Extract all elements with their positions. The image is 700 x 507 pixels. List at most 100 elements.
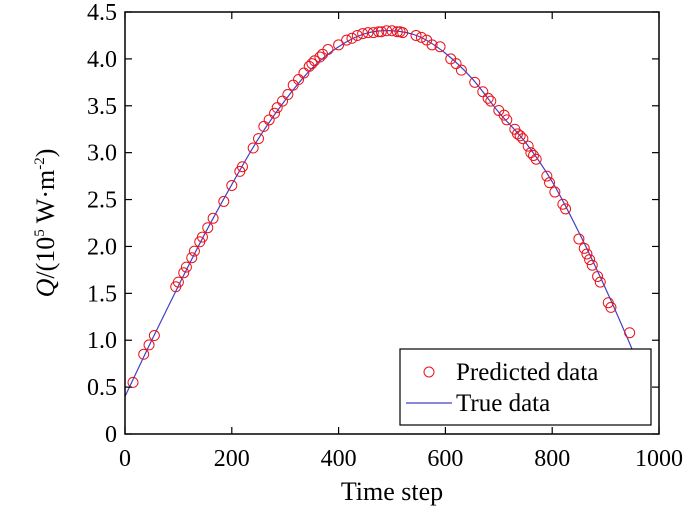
y-tick-label: 3.0 (87, 141, 117, 167)
x-tick-label: 200 (214, 446, 250, 472)
predicted-point (269, 107, 281, 119)
y-axis-prefix: /(10 (31, 237, 60, 279)
predicted-point (375, 26, 387, 38)
predicted-point (391, 26, 403, 38)
predicted-point (528, 149, 540, 161)
predicted-point (469, 76, 481, 88)
predicted-point (277, 95, 289, 107)
predicted-point (544, 177, 556, 189)
x-tick-labels: 0 200 400 600 800 1000 (119, 446, 683, 472)
y-tick-label: 1.0 (87, 328, 117, 354)
predicted-point (143, 339, 155, 351)
predicted-point (397, 27, 409, 39)
x-tick-label: 400 (321, 446, 357, 472)
y-tick-label: 0 (105, 422, 117, 448)
predicted-point (271, 102, 283, 114)
predicted-point (188, 245, 200, 257)
predicted-point (410, 29, 422, 41)
predicted-point (573, 233, 585, 245)
predicted-point (482, 92, 494, 104)
predicted-point (178, 267, 190, 279)
y-axis-var: Q (31, 278, 60, 297)
predicted-point (501, 114, 513, 126)
predicted-point (373, 26, 385, 38)
predicted-point (592, 270, 604, 282)
predicted-point (434, 41, 446, 53)
x-tick-label: 1000 (635, 446, 683, 472)
predicted-point (525, 147, 537, 159)
predicted-point (236, 161, 248, 173)
y-tick-label: 2.0 (87, 234, 117, 260)
legend-label-true: True data (456, 390, 550, 417)
predicted-point (477, 86, 489, 98)
predicted-point (306, 58, 318, 70)
predicted-point (322, 44, 334, 56)
predicted-point (196, 231, 208, 243)
predicted-point (485, 95, 497, 107)
legend-marker-predicted (423, 366, 435, 378)
predicted-point (624, 327, 636, 339)
predicted-point (517, 133, 529, 145)
y-axis-suffix: ) (31, 149, 60, 158)
y-tick-label: 4.5 (87, 0, 117, 26)
predicted-point (450, 58, 462, 70)
x-axis-label: Time step (341, 477, 443, 506)
predicted-point (351, 29, 363, 41)
x-tick-label: 600 (427, 446, 463, 472)
predicted-point (298, 67, 310, 79)
predicted-point (247, 142, 259, 154)
predicted-point (253, 133, 264, 145)
predicted-point (346, 32, 358, 44)
predicted-point (282, 89, 294, 101)
predicted-point (549, 186, 561, 198)
predicted-point (172, 276, 184, 288)
predicted-point (415, 31, 427, 43)
predicted-point (138, 348, 150, 360)
predicted-point (341, 34, 353, 46)
legend-label-predicted: Predicted data (456, 359, 598, 386)
y-tick-label: 2.5 (87, 188, 117, 214)
predicted-point (293, 74, 305, 86)
y-tick-labels: 0 0.5 1.0 1.5 2.0 2.5 3.0 3.5 4.0 4.5 (87, 0, 117, 448)
predicted-point (381, 25, 393, 37)
predicted-point (541, 170, 553, 182)
predicted-point (202, 222, 214, 234)
predicted-point (314, 51, 326, 63)
x-tick-label: 800 (534, 446, 570, 472)
predicted-point (362, 27, 374, 39)
predicted-point (605, 301, 617, 313)
predicted-point (514, 130, 526, 142)
predicted-point (578, 242, 590, 254)
y-axis-mid: W·m (31, 170, 60, 229)
plot-frame (124, 11, 660, 435)
legend-box (399, 348, 652, 426)
predicted-point (530, 153, 542, 165)
predicted-point (218, 195, 230, 207)
y-axis-exp1: 5 (32, 229, 48, 237)
predicted-point (333, 39, 345, 51)
predicted-point (560, 203, 572, 215)
y-tick-label: 0.5 (87, 375, 117, 401)
y-tick-label: 4.0 (87, 47, 117, 73)
predicted-point (180, 261, 192, 273)
y-axis-label: Q/(105 W·m-2) (31, 149, 60, 298)
predicted-point (426, 39, 438, 51)
predicted-point (584, 254, 596, 266)
predicted-point (581, 248, 593, 260)
axis-ticks (124, 11, 660, 435)
y-tick-label: 1.5 (87, 281, 117, 307)
predicted-point (455, 64, 467, 76)
predicted-point (263, 114, 275, 126)
y-tick-label: 3.5 (87, 94, 117, 120)
legend: Predicted data True data (399, 348, 652, 426)
predicted-point (127, 376, 139, 388)
predicted-points (127, 25, 636, 388)
predicted-point (522, 140, 534, 152)
predicted-point (367, 27, 379, 39)
predicted-point (148, 330, 160, 342)
predicted-point (594, 276, 606, 288)
predicted-point (258, 120, 270, 132)
predicted-point (226, 179, 238, 191)
predicted-point (386, 25, 398, 37)
